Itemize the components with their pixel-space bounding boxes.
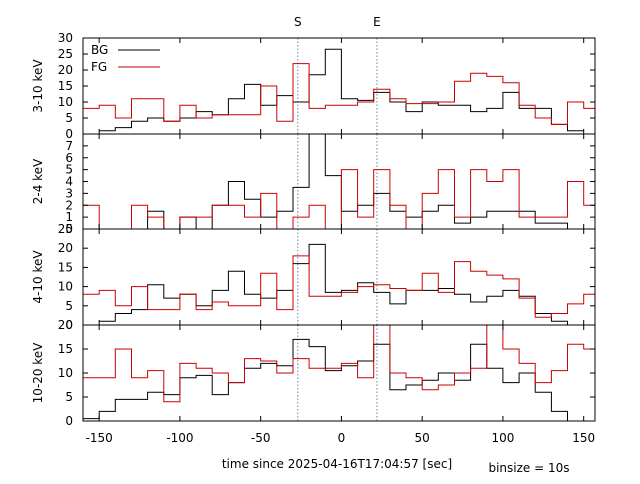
y-tick-label: 5 (65, 390, 73, 404)
x-tick-label: 150 (572, 431, 595, 445)
legend: BG FG (91, 43, 160, 74)
y-tick-label: 5 (65, 111, 73, 125)
y-tick-label: 2 (65, 198, 73, 212)
y-tick-label: 1 (65, 210, 73, 224)
binsize-label: binsize = 10s (488, 461, 569, 475)
panel-series (83, 48, 595, 132)
y-tick-label: 20 (58, 63, 73, 77)
series-fg-line (83, 169, 595, 229)
series-fg-line (83, 63, 595, 125)
x-tick-label: -100 (166, 431, 193, 445)
y-tick-label: 30 (58, 31, 73, 45)
series-bg-line (83, 338, 584, 421)
y-tick-label: 20 (58, 241, 73, 255)
y-tick-label: 20 (58, 318, 73, 332)
y-tick-label: 15 (58, 79, 73, 93)
y-tick-label: 15 (58, 342, 73, 356)
series-fg-line (83, 325, 595, 403)
series-fg-line (83, 255, 595, 318)
y-tick-label: 10 (58, 95, 73, 109)
y-axis-title: 3-10 keV (31, 59, 45, 113)
x-tick-label: -50 (251, 431, 271, 445)
y-tick-label: 3 (65, 186, 73, 200)
panel-4: 0 5 10 15 20 10-20 keV -150 -100 -50 0 50 100 150 (31, 318, 596, 445)
y-tick-label: 15 (58, 260, 73, 274)
y-axis-title: 4-10 keV (31, 250, 45, 304)
y-axis-title: 2-4 keV (31, 158, 45, 204)
panel-frame (82, 37, 596, 135)
y-tick-label: 0 (65, 318, 73, 332)
y-axis-title: 10-20 keV (31, 342, 45, 404)
y-tick-label: 25 (58, 47, 73, 61)
series-bg-line (99, 243, 584, 325)
x-tick-label: 50 (415, 431, 430, 445)
series-bg-line (99, 48, 584, 132)
panel-series (83, 243, 595, 325)
y-tick-label: 7 (65, 139, 73, 153)
panel-frame (82, 324, 596, 422)
panel-series (83, 325, 595, 421)
y-tick-label: 4 (65, 175, 73, 189)
marker-label-s: S (294, 15, 302, 29)
y-tick-label: 0 (65, 414, 73, 428)
x-axis-title: time since 2025-04-16T17:04:57 [sec] (222, 457, 452, 471)
y-tick-label: 25 (58, 222, 73, 236)
y-tick-label: 5 (65, 163, 73, 177)
x-tick-label: 0 (338, 431, 346, 445)
y-tick-label: 0 (65, 222, 73, 236)
panel-3: 0 5 10 15 20 25 4-10 keV (31, 222, 596, 332)
marker-label-e: E (373, 15, 381, 29)
panel-1: 0 5 10 15 20 25 30 3-10 keV BG FG (31, 31, 596, 141)
x-tick-label: -150 (86, 431, 113, 445)
legend-label-bg: BG (91, 43, 108, 57)
y-tick-label: 0 (65, 127, 73, 141)
y-tick-label: 5 (65, 299, 73, 313)
y-tick-label: 10 (58, 366, 73, 380)
y-tick-label: 6 (65, 151, 73, 165)
panel-frame (82, 228, 596, 326)
legend-label-fg: FG (91, 60, 107, 74)
x-tick-label: 100 (491, 431, 514, 445)
panel-frame (82, 133, 596, 230)
y-tick-label: 10 (58, 280, 73, 294)
panel-series (83, 134, 595, 229)
